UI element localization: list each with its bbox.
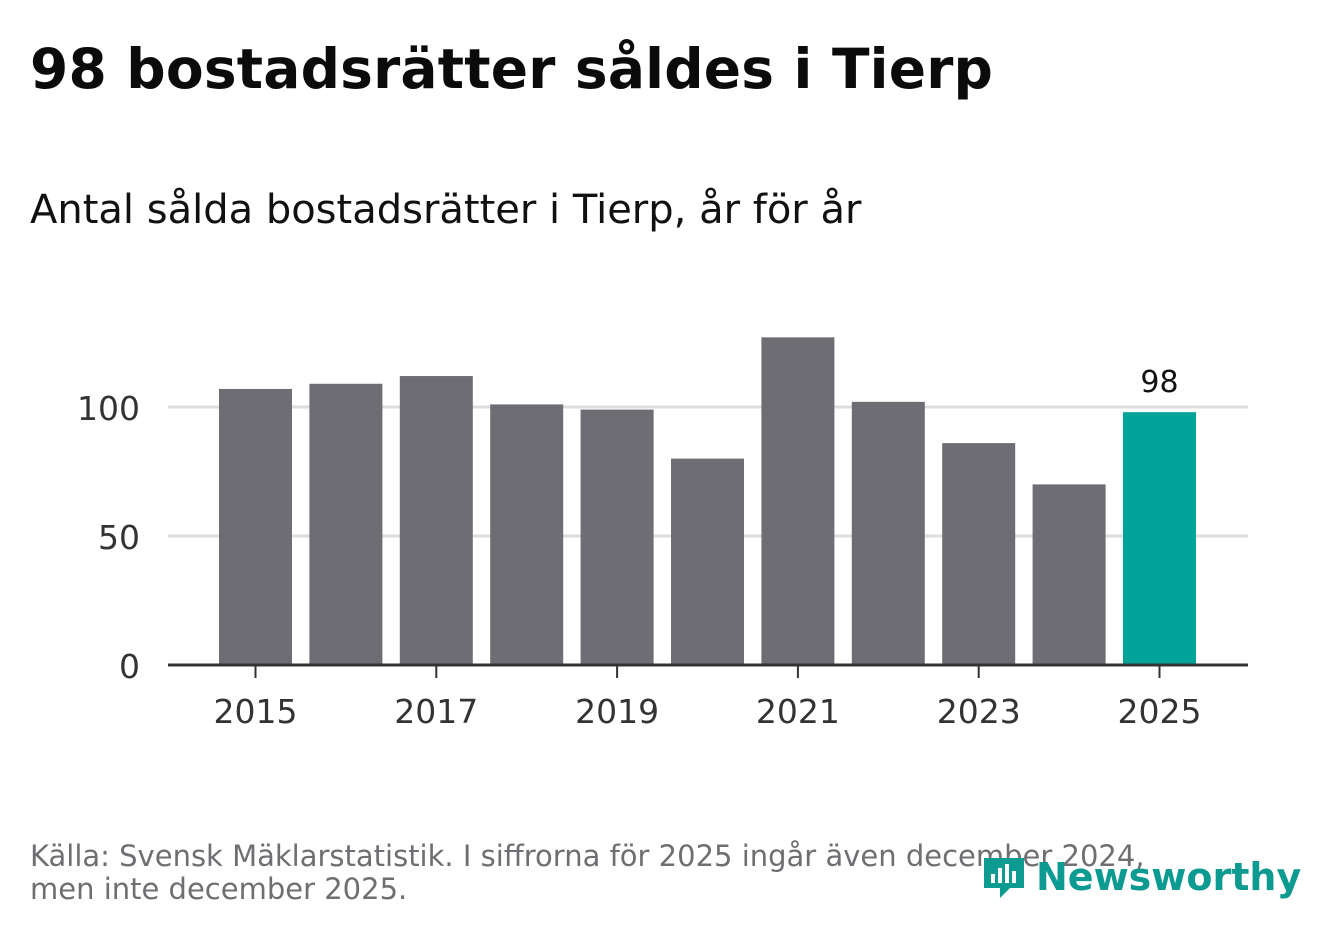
x-tick-label: 2023 (937, 692, 1021, 731)
bar-2018 (490, 404, 564, 665)
x-axis-ticks: 2015 2017 2019 2021 2023 2025 (214, 665, 1202, 731)
bar-2021 (761, 337, 835, 665)
bar-chart-speech-bubble-icon (984, 858, 1024, 898)
bar-2020 (671, 458, 744, 665)
chart-title: 98 bostadsrätter såldes i Tierp (30, 37, 994, 101)
y-axis-ticks: 0 50 100 (77, 389, 140, 686)
data-label-highlight: 98 (1140, 365, 1178, 400)
logo-text: Newsworthy (1036, 855, 1302, 899)
y-tick-label: 0 (119, 647, 140, 686)
source-note: Källa: Svensk Mäklarstatistik. I siffror… (30, 840, 1250, 906)
bar-2023 (942, 443, 1016, 665)
bar-2019 (580, 409, 654, 665)
bar-chart: 0 50 100 2015 2017 2019 2021 2023 2025 98 (77, 337, 1248, 731)
x-tick-label: 2019 (575, 692, 659, 731)
bar-2025 (1123, 412, 1196, 665)
bar-2015 (219, 388, 292, 665)
y-tick-label: 50 (98, 518, 140, 557)
data-labels: 98 (1140, 365, 1178, 400)
source-line-1: Källa: Svensk Mäklarstatistik. I siffror… (30, 839, 1145, 873)
y-tick-label: 100 (77, 389, 140, 428)
bar-2022 (851, 401, 925, 665)
source-line-2: men inte december 2025. (30, 871, 408, 906)
bar-2016 (309, 383, 383, 665)
x-tick-label: 2015 (214, 692, 298, 731)
bars (219, 337, 1196, 665)
x-tick-label: 2021 (756, 692, 840, 731)
x-tick-label: 2017 (394, 692, 478, 731)
chart-subtitle: Antal sålda bostadsrätter i Tierp, år fö… (30, 187, 862, 233)
newsworthy-logo: Newsworthy (980, 852, 1301, 902)
bar-2017 (399, 376, 473, 665)
bar-2024 (1032, 484, 1106, 665)
x-tick-label: 2025 (1118, 692, 1202, 731)
